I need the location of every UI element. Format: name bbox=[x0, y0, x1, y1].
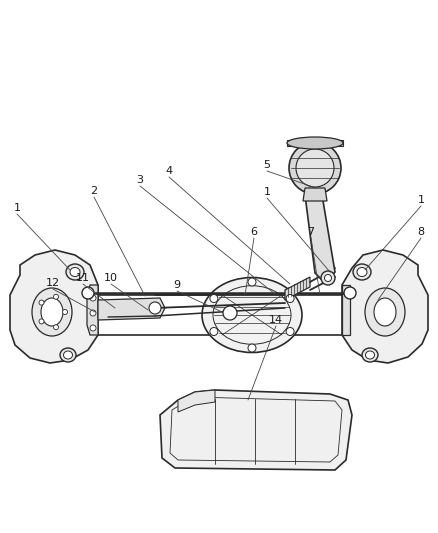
Ellipse shape bbox=[248, 278, 256, 286]
Text: 1: 1 bbox=[14, 203, 21, 213]
Text: 11: 11 bbox=[76, 273, 90, 283]
Polygon shape bbox=[87, 285, 98, 335]
Text: 12: 12 bbox=[46, 278, 60, 288]
Polygon shape bbox=[303, 188, 327, 201]
Polygon shape bbox=[10, 250, 98, 363]
Text: 1: 1 bbox=[417, 195, 424, 205]
Ellipse shape bbox=[321, 271, 335, 285]
Ellipse shape bbox=[60, 348, 76, 362]
Ellipse shape bbox=[353, 264, 371, 280]
Polygon shape bbox=[287, 140, 343, 146]
Ellipse shape bbox=[296, 149, 334, 187]
Text: 6: 6 bbox=[251, 227, 258, 237]
Text: 4: 4 bbox=[166, 166, 173, 176]
Ellipse shape bbox=[374, 298, 396, 326]
Ellipse shape bbox=[53, 325, 59, 330]
Ellipse shape bbox=[365, 351, 374, 359]
Polygon shape bbox=[342, 285, 350, 335]
Ellipse shape bbox=[66, 264, 84, 280]
Ellipse shape bbox=[202, 278, 302, 352]
Ellipse shape bbox=[223, 306, 237, 320]
Ellipse shape bbox=[344, 287, 356, 299]
Text: 1: 1 bbox=[264, 187, 271, 197]
Ellipse shape bbox=[70, 268, 80, 277]
Ellipse shape bbox=[365, 288, 405, 336]
Polygon shape bbox=[305, 190, 335, 280]
Ellipse shape bbox=[289, 142, 341, 194]
Polygon shape bbox=[98, 298, 165, 320]
Ellipse shape bbox=[287, 137, 343, 149]
Ellipse shape bbox=[90, 310, 96, 316]
Polygon shape bbox=[160, 390, 352, 470]
Polygon shape bbox=[285, 277, 310, 300]
Ellipse shape bbox=[39, 319, 44, 324]
Ellipse shape bbox=[90, 325, 96, 331]
Text: 8: 8 bbox=[417, 227, 424, 237]
Text: 9: 9 bbox=[173, 280, 180, 290]
Text: 14: 14 bbox=[269, 315, 283, 325]
Ellipse shape bbox=[53, 294, 59, 300]
Ellipse shape bbox=[149, 302, 161, 314]
Text: 10: 10 bbox=[104, 273, 118, 283]
Text: 3: 3 bbox=[137, 175, 144, 185]
Polygon shape bbox=[342, 250, 428, 363]
Ellipse shape bbox=[362, 348, 378, 362]
Ellipse shape bbox=[286, 295, 294, 303]
Ellipse shape bbox=[32, 288, 72, 336]
Ellipse shape bbox=[64, 351, 73, 359]
Text: 2: 2 bbox=[90, 186, 98, 196]
Ellipse shape bbox=[90, 295, 96, 301]
Text: 7: 7 bbox=[307, 227, 314, 237]
Ellipse shape bbox=[63, 310, 67, 314]
Ellipse shape bbox=[210, 295, 218, 303]
Ellipse shape bbox=[39, 300, 44, 305]
Ellipse shape bbox=[357, 268, 367, 277]
Ellipse shape bbox=[286, 327, 294, 335]
Ellipse shape bbox=[325, 274, 332, 281]
Ellipse shape bbox=[82, 287, 94, 299]
Ellipse shape bbox=[41, 298, 63, 326]
Text: 5: 5 bbox=[264, 160, 271, 170]
Ellipse shape bbox=[210, 327, 218, 335]
Ellipse shape bbox=[248, 344, 256, 352]
Polygon shape bbox=[178, 390, 215, 412]
